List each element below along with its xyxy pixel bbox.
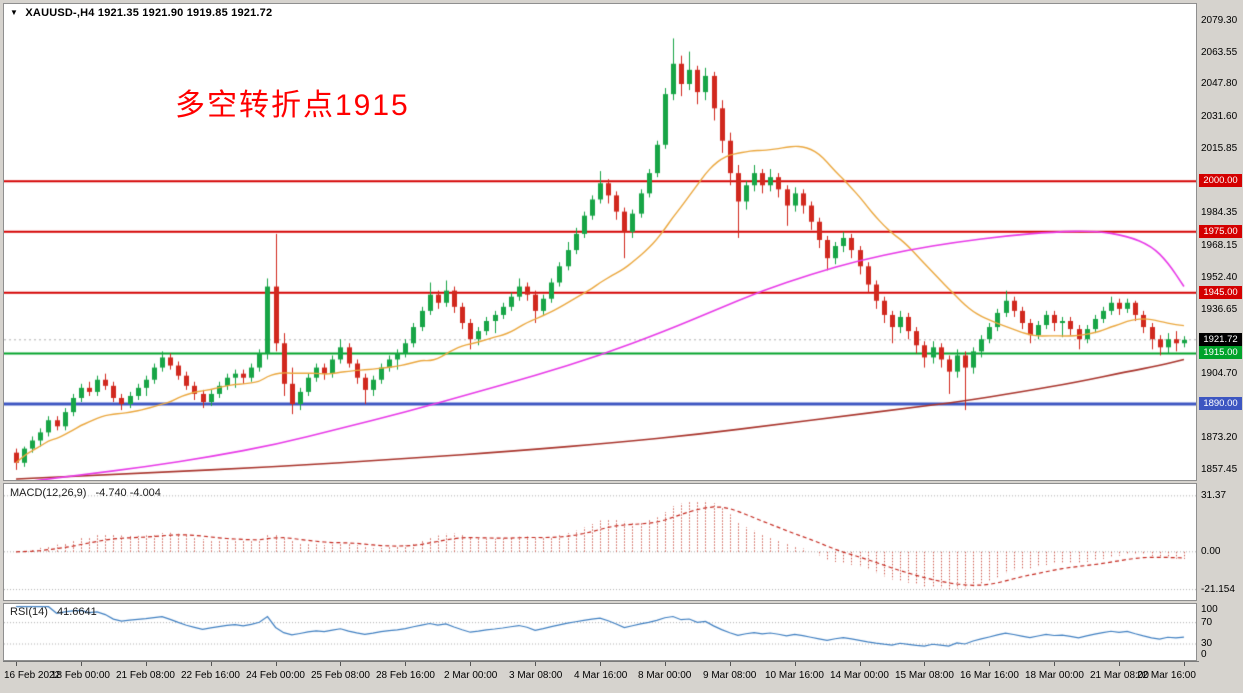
time-axis-label: 22 Mar 16:00: [1137, 670, 1196, 681]
time-axis-label: 8 Mar 00:00: [638, 670, 692, 681]
price-tick-label: 1936.65: [1201, 303, 1238, 315]
price-tick-label: 2063.55: [1201, 46, 1238, 58]
macd-tick-label: -21.154: [1201, 583, 1235, 595]
time-axis-label: 2 Mar 00:00: [444, 670, 498, 681]
price-line-badge: 2000.00: [1199, 174, 1242, 188]
time-axis-label: 24 Feb 00:00: [246, 670, 305, 681]
rsi-tick-label: 70: [1201, 616, 1213, 628]
price-axis-scale[interactable]: 2079.30 2063.55 2047.80 2031.60 2015.85 1984.…: [1198, 4, 1243, 480]
symbol-name: XAUUSD-,H4: [25, 7, 95, 19]
macd-tick-label: 0.00: [1201, 545, 1221, 557]
time-tick-mark: [989, 662, 990, 666]
time-axis-label: 21 Feb 08:00: [116, 670, 175, 681]
price-tick-label: 2031.60: [1201, 111, 1238, 123]
time-tick-mark: [860, 662, 861, 666]
current-price-badge: 1921.72: [1199, 332, 1242, 346]
time-tick-mark: [81, 662, 82, 666]
macd-tick-label: 31.37: [1201, 489, 1227, 501]
time-tick-mark: [1054, 662, 1055, 666]
chart-collapse-triangle-icon[interactable]: ▼: [10, 8, 19, 17]
price-line-badge: 1945.00: [1199, 285, 1242, 299]
time-tick-mark: [16, 662, 17, 666]
price-tick-label: 2079.30: [1201, 14, 1238, 26]
rsi-indicator-label: RSI(14) 41.6641: [10, 606, 97, 618]
time-axis-label: 14 Mar 00:00: [830, 670, 889, 681]
price-tick-label: 2047.80: [1201, 78, 1238, 90]
time-tick-mark: [405, 662, 406, 666]
price-tick-label: 1968.15: [1201, 239, 1238, 251]
time-axis[interactable]: 16 Feb 2022 18 Feb 00:00 21 Feb 08:00 22 Fe…: [3, 661, 1199, 691]
time-axis-label: 18 Mar 00:00: [1025, 670, 1084, 681]
price-tick-label: 1904.70: [1201, 368, 1238, 380]
rsi-indicator-canvas[interactable]: [3, 603, 1197, 661]
price-line-badge: 1975.00: [1199, 224, 1242, 238]
time-tick-mark: [146, 662, 147, 666]
macd-values: -4.740 -4.004: [95, 487, 161, 499]
time-tick-mark: [600, 662, 601, 666]
price-tick-label: 2015.85: [1201, 143, 1238, 155]
rsi-axis-scale[interactable]: 100 70 30 0: [1198, 604, 1243, 660]
time-axis-label: 15 Mar 08:00: [895, 670, 954, 681]
time-tick-mark: [665, 662, 666, 666]
price-tick-label: 1873.20: [1201, 432, 1238, 444]
macd-indicator-canvas[interactable]: [3, 483, 1197, 601]
time-axis-label: 3 Mar 08:00: [509, 670, 563, 681]
rsi-tick-label: 30: [1201, 638, 1213, 649]
price-tick-label: 1952.40: [1201, 271, 1238, 283]
time-axis-label: 28 Feb 16:00: [376, 670, 435, 681]
time-axis-label: 16 Mar 16:00: [960, 670, 1019, 681]
time-axis-label: 21 Mar 08:00: [1090, 670, 1149, 681]
ohlc-values: 1921.35 1921.90 1919.85 1921.72: [97, 7, 273, 19]
time-tick-mark: [924, 662, 925, 666]
time-tick-mark: [535, 662, 536, 666]
rsi-value: 41.6641: [56, 606, 97, 618]
macd-indicator-label: MACD(12,26,9) -4.740 -4.004: [10, 487, 161, 499]
macd-name: MACD(12,26,9): [10, 487, 87, 499]
price-tick-label: 1857.45: [1201, 463, 1238, 475]
time-axis-label: 16 Feb 2022: [4, 670, 61, 681]
time-axis-label: 18 Feb 00:00: [51, 670, 110, 681]
time-axis-label: 25 Feb 08:00: [311, 670, 370, 681]
price-tick-label: 1984.35: [1201, 206, 1238, 218]
chart-annotation-text: 多空转折点1915: [175, 89, 410, 122]
time-tick-mark: [470, 662, 471, 666]
time-tick-mark: [730, 662, 731, 666]
rsi-name: RSI(14): [10, 606, 48, 618]
time-axis-label: 9 Mar 08:00: [703, 670, 757, 681]
time-tick-mark: [1119, 662, 1120, 666]
price-chart-canvas[interactable]: [3, 3, 1197, 481]
time-tick-mark: [276, 662, 277, 666]
rsi-tick-label: 0: [1201, 649, 1207, 660]
time-axis-label: 10 Mar 16:00: [765, 670, 824, 681]
time-tick-mark: [1184, 662, 1185, 666]
rsi-tick-label: 100: [1201, 604, 1218, 615]
time-tick-mark: [211, 662, 212, 666]
price-line-badge: 1890.00: [1199, 397, 1242, 411]
price-line-badge: 1915.00: [1199, 346, 1242, 360]
time-tick-mark: [340, 662, 341, 666]
time-axis-label: 4 Mar 16:00: [574, 670, 628, 681]
macd-axis-scale[interactable]: 31.37 0.00 -21.154: [1198, 484, 1243, 600]
time-tick-mark: [795, 662, 796, 666]
symbol-ohlc-label: ▼ XAUUSD-,H4 1921.35 1921.90 1919.85 192…: [10, 7, 272, 19]
time-axis-label: 22 Feb 16:00: [181, 670, 240, 681]
